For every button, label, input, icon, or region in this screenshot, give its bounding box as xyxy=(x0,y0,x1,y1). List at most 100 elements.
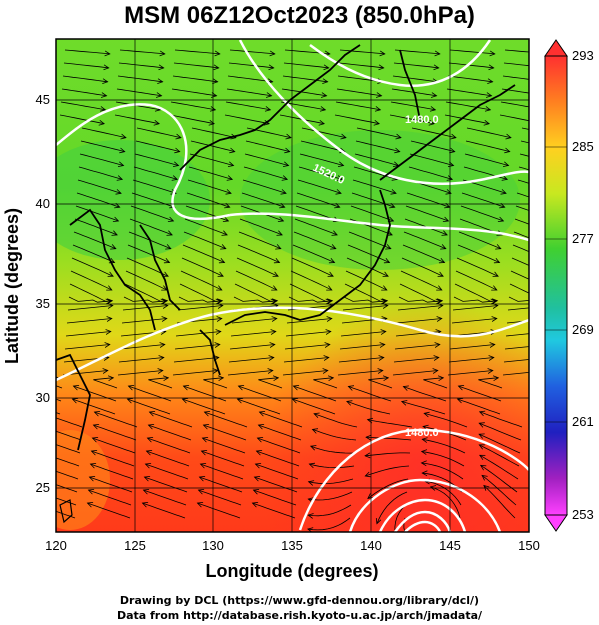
streamline xyxy=(402,244,445,263)
streamline-arrow xyxy=(493,257,501,264)
streamline xyxy=(312,429,357,441)
streamline-arrow xyxy=(200,450,208,456)
streamline xyxy=(243,166,288,180)
streamline xyxy=(257,437,301,454)
streamline-arrow xyxy=(90,450,98,456)
streamline xyxy=(519,153,529,157)
streamline-arrow xyxy=(141,502,149,508)
streamline-arrow xyxy=(145,450,153,456)
streamline xyxy=(178,296,223,303)
streamline-arrow xyxy=(282,161,290,167)
streamline xyxy=(500,101,529,108)
streamline-arrow xyxy=(330,244,337,250)
streamline-arrow xyxy=(92,424,100,430)
streamline-arrow xyxy=(86,502,94,508)
streamline-arrow xyxy=(107,271,114,277)
streamline-arrow xyxy=(325,329,332,335)
streamline xyxy=(453,296,498,303)
streamline-arrow xyxy=(421,470,428,477)
colorbar-tick-label: 253 xyxy=(572,507,594,522)
streamline-arrow xyxy=(339,147,346,154)
streamline xyxy=(401,401,446,415)
streamline-arrow xyxy=(197,489,205,495)
streamline-arrow xyxy=(422,424,429,431)
streamline xyxy=(72,244,115,263)
streamline xyxy=(464,153,509,166)
streamline xyxy=(513,231,529,239)
streamline xyxy=(478,433,521,454)
streamline-arrow xyxy=(93,411,101,417)
streamline-arrow xyxy=(213,64,220,71)
streamline xyxy=(518,166,529,171)
streamline-arrow xyxy=(483,119,490,126)
streamline-arrow xyxy=(421,437,428,443)
streamline xyxy=(129,218,173,236)
streamline xyxy=(503,62,529,67)
streamline xyxy=(93,424,137,441)
streamline xyxy=(118,357,164,363)
streamline-arrow xyxy=(497,216,505,222)
streamline xyxy=(172,75,218,83)
colorbar-tick-label: 277 xyxy=(572,231,594,246)
streamline-arrow xyxy=(437,375,445,382)
streamline-arrow xyxy=(499,202,506,209)
streamline xyxy=(92,437,136,454)
streamline-arrow xyxy=(114,202,121,209)
streamline xyxy=(117,75,163,83)
streamline xyxy=(446,88,492,97)
streamline xyxy=(458,231,501,250)
streamline xyxy=(56,510,76,519)
streamline xyxy=(125,270,167,291)
x-tick-label: 125 xyxy=(124,538,146,553)
streamline xyxy=(283,62,329,69)
streamline-arrow xyxy=(381,285,388,291)
streamline-arrow xyxy=(365,434,372,441)
streamline xyxy=(507,307,529,311)
streamline xyxy=(401,257,444,277)
streamline-arrow xyxy=(199,463,207,469)
streamline-arrow xyxy=(271,298,279,305)
x-tick-label: 135 xyxy=(281,538,303,553)
streamline xyxy=(336,88,382,97)
streamline-arrow xyxy=(428,119,435,126)
streamline xyxy=(460,205,504,222)
streamline-arrow xyxy=(492,375,500,382)
streamline-arrow xyxy=(87,489,95,495)
streamline-arrow xyxy=(279,202,286,209)
streamline-arrow xyxy=(487,78,494,84)
streamline xyxy=(227,75,273,83)
streamline xyxy=(479,411,523,428)
streamline xyxy=(59,114,105,125)
streamline xyxy=(65,331,111,337)
streamline-arrow xyxy=(40,411,46,416)
streamline-arrow xyxy=(72,385,80,391)
streamline xyxy=(172,370,218,376)
streamline xyxy=(296,192,340,208)
streamline-arrow xyxy=(107,375,115,382)
streamline-arrow xyxy=(284,147,291,154)
streamline-arrow xyxy=(116,175,124,181)
streamline xyxy=(307,517,351,531)
streamline xyxy=(394,49,440,55)
streamline xyxy=(393,357,439,363)
streamline xyxy=(394,504,407,532)
streamline xyxy=(173,357,219,363)
streamline-arrow xyxy=(269,342,276,348)
streamline xyxy=(56,444,81,454)
streamline-arrow xyxy=(313,412,320,418)
streamline-arrow xyxy=(237,385,245,391)
streamline xyxy=(200,463,244,480)
streamline xyxy=(347,244,390,263)
streamline-arrow xyxy=(488,355,495,361)
streamline-arrow xyxy=(326,316,333,322)
streamline xyxy=(406,192,450,208)
streamline xyxy=(354,153,399,166)
streamline-arrow xyxy=(281,175,289,181)
streamline-arrow xyxy=(491,298,499,305)
streamline-arrow xyxy=(432,368,439,374)
streamline-arrow xyxy=(378,64,385,71)
streamline xyxy=(353,166,398,180)
streamline xyxy=(135,140,180,152)
streamline xyxy=(146,450,190,467)
streamline-arrow xyxy=(420,449,428,455)
